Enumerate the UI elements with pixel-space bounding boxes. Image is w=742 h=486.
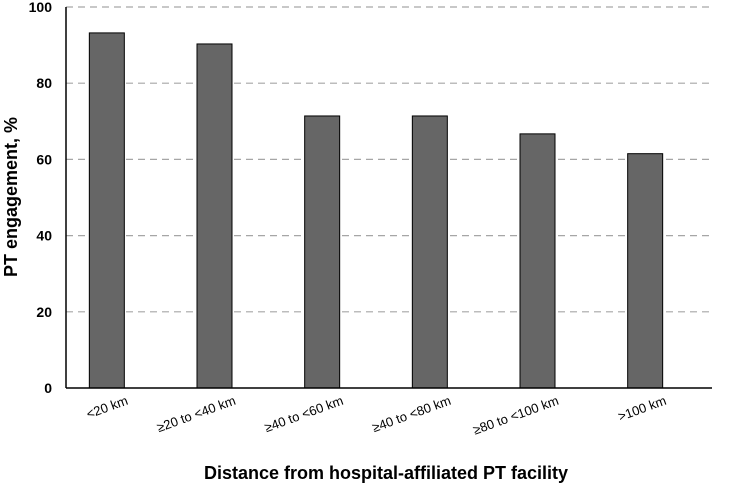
x-tick-label: >100 km	[616, 393, 668, 424]
y-tick-label: 100	[29, 0, 53, 15]
x-tick-label: ≥40 to <60 km	[262, 393, 345, 435]
bar	[304, 115, 341, 389]
gridlines	[66, 6, 712, 313]
x-tick-labels: <20 km ≥20 to <40 km ≥40 to <60 km ≥40 to <…	[84, 393, 668, 438]
y-axis-title: PT engagement, %	[1, 117, 21, 277]
y-tick-label: 60	[36, 151, 52, 167]
bar	[411, 115, 448, 389]
y-tick-label: 0	[44, 380, 52, 396]
y-tick-label: 40	[36, 228, 52, 244]
y-tick-label: 80	[36, 75, 52, 91]
x-axis-title: Distance from hospital-affiliated PT fac…	[204, 463, 568, 483]
x-tick-label: <20 km	[84, 393, 130, 422]
x-tick-label: ≥40 to <80 km	[370, 393, 453, 435]
bar	[519, 133, 556, 389]
x-tick-label: ≥20 to <40 km	[155, 393, 238, 435]
x-tick-label: ≥80 to <100 km	[471, 393, 561, 438]
axes	[65, 7, 712, 389]
bar	[627, 153, 664, 389]
y-tick-labels: 0 20 40 60 80 100	[29, 0, 53, 396]
y-tick-label: 20	[36, 304, 52, 320]
bar	[196, 43, 233, 389]
bar	[88, 32, 125, 389]
bars	[88, 32, 664, 389]
